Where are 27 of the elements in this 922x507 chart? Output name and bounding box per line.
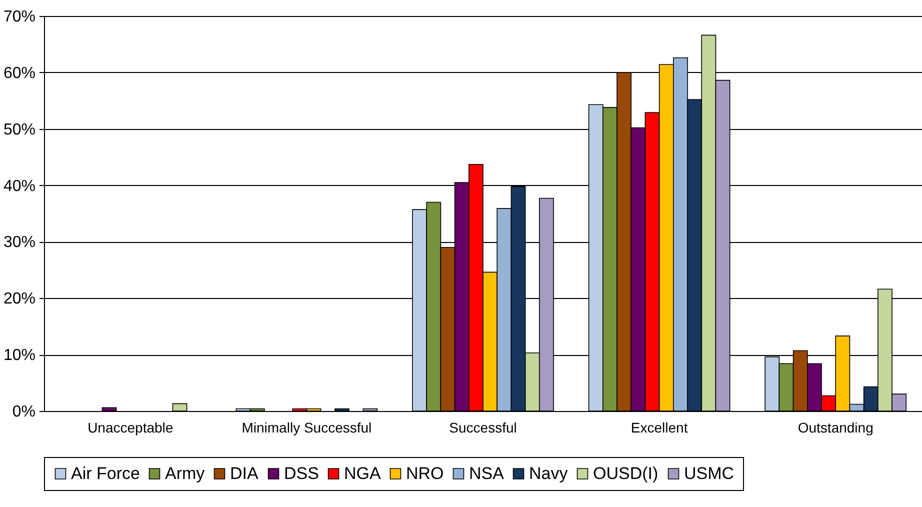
x-tick-label: Successful bbox=[449, 420, 517, 436]
x-tick-label: Excellent bbox=[630, 420, 688, 436]
legend-label: Army bbox=[165, 464, 206, 483]
bar bbox=[334, 408, 350, 412]
y-tick-label: 40% bbox=[3, 178, 36, 195]
legend-label: DIA bbox=[230, 464, 259, 483]
y-tick-label: 0% bbox=[12, 404, 36, 420]
legend-label: NSA bbox=[469, 464, 505, 483]
legend-label: NGA bbox=[344, 464, 382, 483]
y-tick-label: 70% bbox=[3, 8, 36, 26]
x-tick-label: Outstanding bbox=[798, 420, 874, 436]
legend-label: Air Force bbox=[71, 464, 140, 483]
legend-label: OUSD(I) bbox=[593, 464, 658, 483]
legend-label: Navy bbox=[529, 464, 568, 483]
legend-label: USMC bbox=[684, 464, 734, 483]
y-tick-label: 20% bbox=[3, 290, 36, 308]
y-tick-label: 10% bbox=[3, 347, 36, 364]
y-tick-label: 60% bbox=[3, 64, 36, 82]
bar bbox=[172, 403, 188, 412]
bar bbox=[102, 407, 117, 412]
legend-label: DSS bbox=[284, 464, 319, 483]
y-tick-label: 50% bbox=[3, 121, 36, 138]
x-tick-label: Unacceptable bbox=[88, 420, 174, 436]
bar bbox=[362, 408, 378, 412]
legend-label: NRO bbox=[406, 464, 444, 483]
x-tick-label: Minimally Successful bbox=[242, 420, 372, 436]
y-tick-label: 30% bbox=[3, 234, 36, 252]
